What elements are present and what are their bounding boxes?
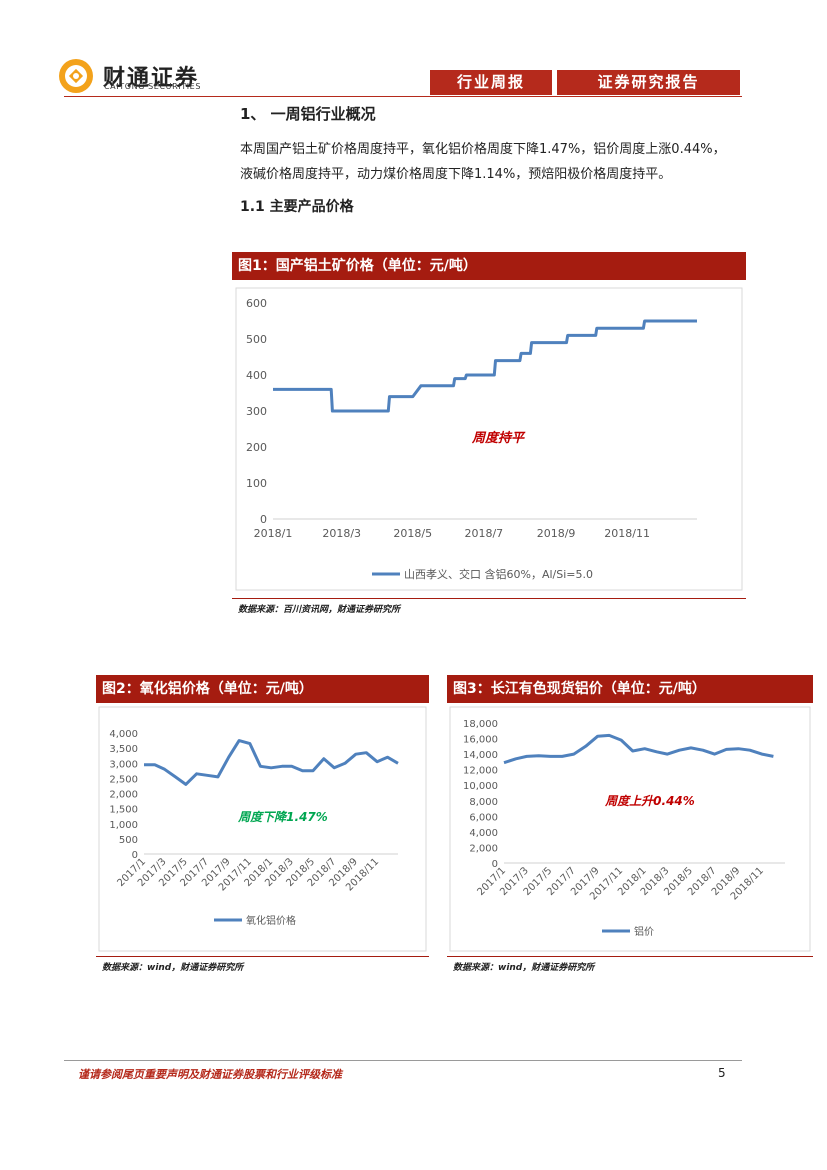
- chart-annotation: 周度上升0.44%: [604, 794, 695, 808]
- y-tick-label: 300: [246, 405, 267, 418]
- y-tick-label: 4,000: [469, 828, 498, 839]
- y-tick-label: 10,000: [463, 781, 498, 792]
- chart-frame: [235, 287, 743, 591]
- y-tick-label: 500: [246, 333, 267, 346]
- footer-disclaimer: 谨请参阅尾页重要声明及财通证券股票和行业评级标准: [78, 1068, 342, 1081]
- summary-line-1: 本周国产铝土矿价格周度持平，氧化铝价格周度下降1.47%，铝价周度上涨0.44%…: [240, 142, 726, 157]
- y-tick-label: 200: [246, 441, 267, 454]
- subsection-title: 1.1 主要产品价格: [240, 199, 354, 215]
- y-tick-label: 400: [246, 369, 267, 382]
- chart-annotation: 周度下降1.47%: [237, 810, 328, 824]
- y-tick-label: 8,000: [469, 797, 498, 808]
- y-tick-label: 18,000: [463, 719, 498, 730]
- y-tick-label: 600: [246, 297, 267, 310]
- x-tick-label: 2018/1: [254, 527, 293, 540]
- fig2-source: 数据来源：wind，财通证券研究所: [102, 963, 244, 973]
- fig3-chart: 0 2,000 4,000 6,000 8,000 10,000 12,000 14,000 1…: [449, 706, 811, 952]
- page-number: 5: [718, 1066, 726, 1080]
- footer-divider: [64, 1060, 742, 1061]
- y-tick-label: 500: [119, 835, 138, 846]
- y-tick-label: 2,000: [109, 790, 138, 801]
- y-tick-label: 2,500: [109, 774, 138, 785]
- fig1-source: 数据来源：百川资讯网，财通证券研究所: [238, 605, 401, 615]
- fig2-chart: 05001,0001,5002,0002,5003,0003,5004,0002…: [98, 706, 427, 952]
- tab-weekly-report: 行业周报: [430, 70, 552, 95]
- y-tick-label: 1,500: [109, 805, 138, 816]
- y-tick-label: 2,000: [469, 843, 498, 854]
- chart-annotation: 周度持平: [471, 430, 526, 446]
- y-tick-label: 0: [492, 859, 498, 870]
- x-tick-label: 2018/7: [464, 527, 503, 540]
- legend-label: 铝价: [634, 926, 654, 938]
- y-tick-label: 12,000: [463, 766, 498, 777]
- fig3-source-divider: [447, 956, 813, 957]
- fig1-source-divider: [232, 598, 746, 599]
- y-tick-label: 6,000: [469, 812, 498, 823]
- y-tick-label: 3,500: [109, 744, 138, 755]
- section-title: 1、 一周铝行业概况: [240, 105, 376, 123]
- series-line: [503, 733, 774, 765]
- x-tick-label: 2018/11: [604, 527, 650, 540]
- fig1-title: 图1：国产铝土矿价格（单位：元/吨）: [232, 252, 746, 280]
- x-tick-label: 2018/3: [322, 527, 361, 540]
- fig2-title: 图2：氧化铝价格（单位：元/吨）: [96, 675, 429, 703]
- header-divider: [64, 96, 742, 97]
- brand-name: 财通证券: [103, 66, 200, 91]
- fig3-title: 图3：长江有色现货铝价（单位：元/吨）: [447, 675, 813, 703]
- x-tick-label: 2018/5: [393, 527, 432, 540]
- x-tick-label: 2018/9: [537, 527, 576, 540]
- y-tick-label: 14,000: [463, 750, 498, 761]
- summary-line-2: 液碱价格周度持平，动力煤价格周度下降1.14%，预焙阳极价格周度持平。: [240, 167, 672, 182]
- chart-frame: [98, 706, 427, 952]
- fig3-source: 数据来源：wind，财通证券研究所: [453, 963, 595, 973]
- y-tick-label: 16,000: [463, 735, 498, 746]
- series-line: [144, 739, 399, 786]
- y-tick-label: 3,000: [109, 759, 138, 770]
- series-line: [273, 319, 697, 413]
- caitong-logo-icon: [54, 57, 98, 95]
- tab-research-report: 证券研究报告: [557, 70, 740, 95]
- y-tick-label: 4,000: [109, 729, 138, 740]
- legend-label: 山西孝义、交口 含铝60%，Al/Si=5.0: [404, 567, 593, 581]
- y-tick-label: 0: [132, 850, 138, 861]
- y-tick-label: 0: [260, 513, 267, 526]
- y-tick-label: 100: [246, 477, 267, 490]
- fig2-source-divider: [96, 956, 429, 957]
- brand-name-en: CAITONG SECURITIES: [104, 82, 201, 91]
- fig1-chart: 0 100 200 300 400 500 600 2018/1 2018/3 2018/5 201…: [235, 287, 743, 591]
- chart-frame: [449, 706, 811, 952]
- legend-label: 氧化铝价格: [246, 914, 296, 927]
- y-tick-label: 1,000: [109, 820, 138, 831]
